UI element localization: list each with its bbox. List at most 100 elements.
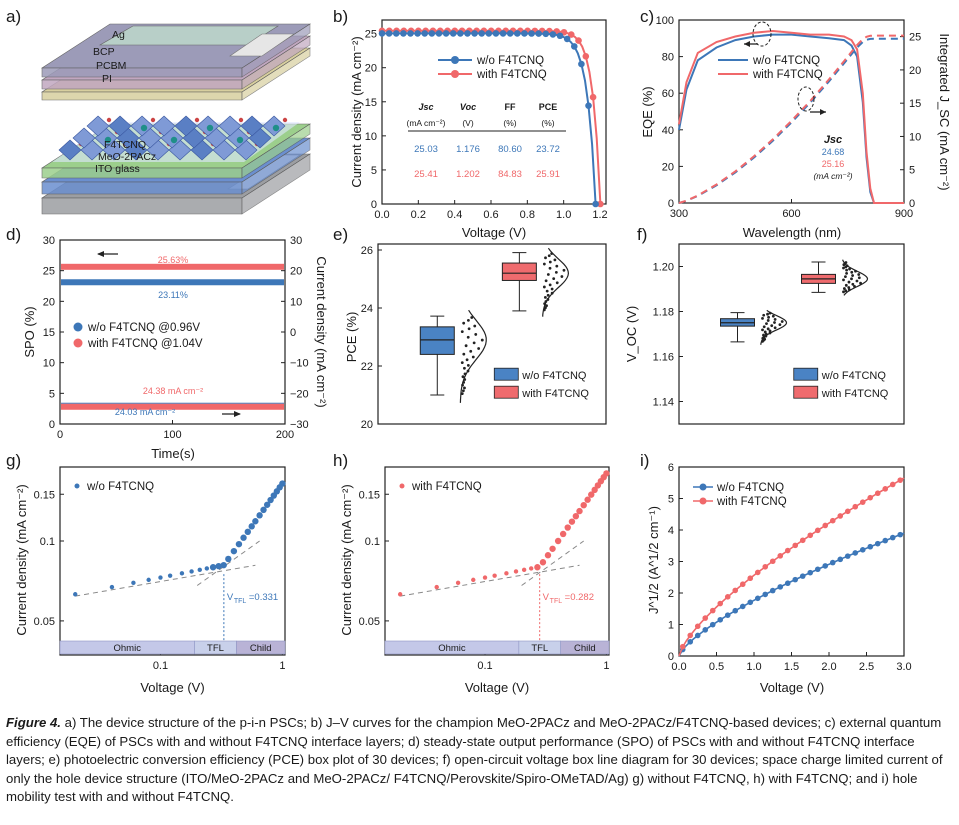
i-x-tick-label: 0.5 [709, 661, 724, 673]
f-with-point [853, 285, 856, 288]
f-without-point [765, 322, 768, 325]
plot-frame-b [381, 19, 607, 205]
f-without-point [762, 333, 765, 337]
c-legend-without: w/o F4TCNQ [752, 55, 820, 67]
h-point [471, 577, 476, 583]
panel-label-b: b) [333, 7, 348, 26]
f-with-point [855, 279, 859, 283]
e-with-point [560, 275, 564, 278]
c-with-eqe-line [678, 29, 904, 204]
g-point [167, 573, 173, 578]
h-y-tick-label: 0.15 [359, 489, 380, 501]
e-legend-without: w/o F4TCNQ [521, 370, 587, 382]
electrode-top [229, 33, 295, 57]
e-without-point [462, 352, 466, 356]
atom [150, 117, 156, 123]
i-with-point [807, 532, 814, 539]
h-point [572, 512, 580, 520]
h-point [564, 524, 571, 531]
h-y-tick-label: 0.1 [365, 536, 380, 548]
d-y-tick-label: 30 [43, 235, 55, 247]
i-y-tick-label: 6 [668, 462, 674, 474]
d-y2-tick-label: 10 [290, 296, 302, 308]
i-with-point [859, 499, 866, 505]
i-with-point [732, 587, 739, 594]
i-without-point [814, 566, 821, 573]
g-point [215, 562, 222, 570]
f-without-point [778, 323, 782, 327]
g-point [248, 523, 255, 530]
e-with-point [555, 264, 559, 268]
f-with-point [857, 273, 861, 276]
b-y-tick-label: 15 [365, 97, 377, 109]
b-without-point [514, 30, 521, 37]
f-without-point [773, 318, 777, 321]
h-point [482, 575, 488, 580]
i-without-point [889, 534, 896, 541]
f-without-point [770, 324, 774, 328]
i-with-point [739, 581, 746, 588]
e-with-point [543, 295, 547, 299]
e-without-point [464, 344, 468, 348]
e-without-point [463, 378, 467, 381]
g-region-label: TFL [207, 643, 224, 654]
e-with-point [553, 258, 557, 262]
octahedron [86, 115, 110, 137]
b-x-tick-label: 0.0 [374, 209, 389, 221]
e-without-point [461, 375, 465, 379]
h-point [568, 518, 576, 525]
f-without-point [762, 313, 766, 317]
b-table-header: PCE [539, 102, 558, 112]
g-legend-marker [74, 483, 80, 489]
i-with-point [897, 477, 904, 483]
c-ellipse-eqe [752, 21, 772, 47]
i-with-point [769, 558, 776, 565]
panel-label-a: a) [6, 7, 21, 26]
b-without-point [528, 30, 535, 37]
d-y2-tick-label: −30 [290, 419, 309, 431]
g-point [209, 564, 217, 571]
g-vtfl-v: V [227, 592, 234, 603]
c-note-value-without: 24.68 [822, 147, 845, 157]
b-without-point [457, 30, 464, 37]
b-legend-without: w/o F4TCNQ [476, 55, 544, 67]
octahedron [218, 115, 242, 137]
g-x-tick-label: 1 [279, 660, 285, 672]
g-region-label: Ohmic [114, 643, 142, 654]
f-without-point [768, 331, 772, 335]
f-with-point [844, 261, 848, 264]
h-point [528, 566, 534, 571]
h-x-tick-label: 0.1 [477, 660, 492, 672]
d-y-tick-label: 20 [43, 296, 55, 308]
f-y-tick-label: 1.14 [653, 397, 674, 409]
e-without-point [462, 380, 466, 384]
e-without-point [465, 358, 469, 362]
b-without-point [570, 43, 578, 50]
d-x-tick-label: 100 [163, 429, 181, 441]
b-without-point [414, 30, 421, 37]
h-fit-tfl [521, 540, 584, 586]
i-ylabel: J^1/2 (A^1/2 cm⁻¹) [646, 506, 661, 614]
c-y2-tick-label: 0 [909, 198, 915, 210]
b-y-tick-label: 5 [371, 165, 377, 177]
d-y-tick-label: 15 [43, 327, 55, 339]
h-vtfl-v: V [543, 592, 550, 603]
h-region-label: Child [574, 643, 596, 654]
i-xlabel: Voltage (V) [760, 680, 824, 695]
f-with-point [851, 282, 855, 286]
g-point [244, 528, 251, 536]
c-y-tick-label: 60 [662, 88, 674, 100]
b-table-unit: (%) [541, 118, 554, 128]
layer-pcbm-front [41, 79, 243, 90]
i-with-point [687, 632, 694, 639]
b-table-header: FF [505, 102, 516, 112]
h-point [580, 501, 587, 509]
b-table-unit: (V) [462, 118, 474, 128]
c-xlabel: Wavelength (nm) [743, 225, 842, 240]
i-without-point [717, 616, 724, 623]
g-point [279, 480, 286, 487]
e-with-point [554, 270, 558, 274]
g-region-label: Child [250, 643, 272, 654]
d-arrowhead-left [97, 251, 104, 257]
f-legend-box-without [793, 367, 819, 381]
